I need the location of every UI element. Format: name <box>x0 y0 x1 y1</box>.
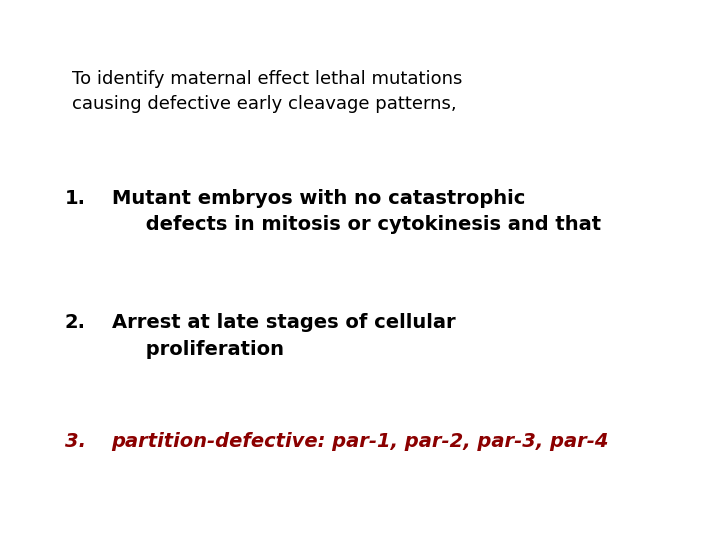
Text: Mutant embryos with no catastrophic
     defects in mitosis or cytokinesis and t: Mutant embryos with no catastrophic defe… <box>112 189 600 234</box>
Text: To identify maternal effect lethal mutations
causing defective early cleavage pa: To identify maternal effect lethal mutat… <box>72 70 462 113</box>
Text: 3.: 3. <box>65 432 86 451</box>
Text: Arrest at late stages of cellular
     proliferation: Arrest at late stages of cellular prolif… <box>112 313 455 359</box>
Text: partition-defective: par-1, par-2, par-3, par-4: partition-defective: par-1, par-2, par-3… <box>112 432 609 451</box>
Text: 1.: 1. <box>65 189 86 208</box>
Text: 2.: 2. <box>65 313 86 332</box>
